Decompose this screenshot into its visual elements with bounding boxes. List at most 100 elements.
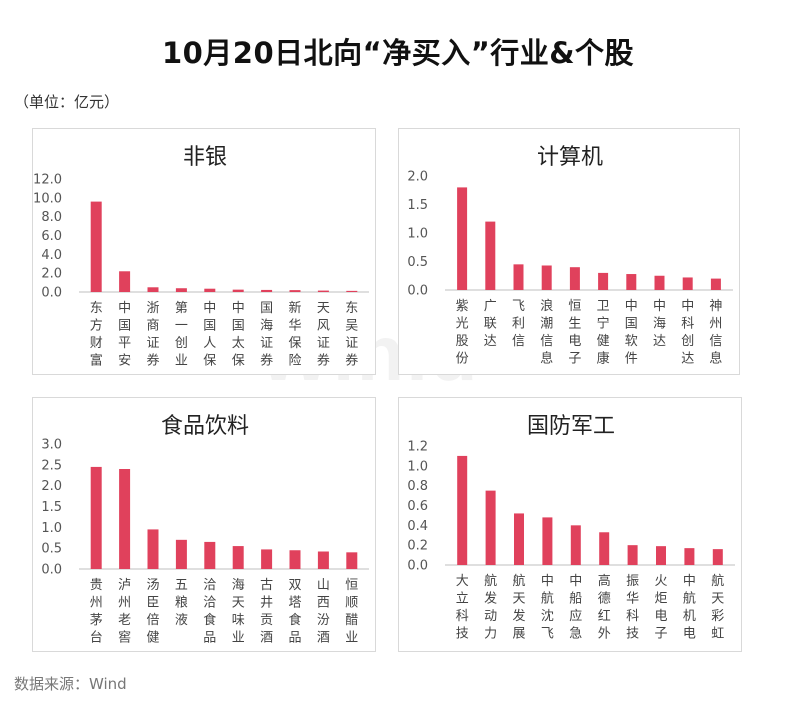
category-label: 振华科技 xyxy=(626,574,639,642)
category-label: 东方财富 xyxy=(90,301,103,369)
source-note: 数据来源：Wind xyxy=(14,675,127,693)
y-tick-label: 0.6 xyxy=(407,499,428,514)
chart-title: 国防军工 xyxy=(527,414,615,439)
chart-title: 食品饮料 xyxy=(161,414,249,439)
category-label: 洽洽食品 xyxy=(203,578,216,646)
bar xyxy=(232,546,244,569)
chart-title: 计算机 xyxy=(537,145,603,170)
bar xyxy=(712,549,723,565)
category-label: 山西汾酒 xyxy=(317,578,330,646)
y-tick-label: 0.0 xyxy=(41,286,62,301)
bar xyxy=(261,549,273,569)
category-label: 卫宁健康 xyxy=(597,299,610,367)
category-label: 飞利信 xyxy=(512,299,525,349)
page-title: 10月20日北向“净买入”行业&个股 xyxy=(161,36,635,70)
y-tick-label: 1.0 xyxy=(41,521,62,536)
y-tick-label: 12.0 xyxy=(33,173,62,188)
category-label: 新华保险 xyxy=(288,300,301,369)
category-label: 中国太保 xyxy=(232,301,245,369)
category-label: 第一创业 xyxy=(175,301,188,369)
y-tick-label: 6.0 xyxy=(41,229,62,244)
category-label: 汤臣倍健 xyxy=(146,578,159,646)
bar xyxy=(90,466,102,569)
chart-panel-defense: 国防军工 0.0 0.2 0.4 0.6 0.8 1.0 1.2 大立科技 航发动力 航天发展 中航沈… xyxy=(398,397,742,652)
unit-label: （单位：亿元） xyxy=(14,93,120,111)
category-label: 恒顺醋业 xyxy=(345,578,358,646)
bar xyxy=(119,271,131,292)
category-label: 紫光股份 xyxy=(456,299,469,367)
y-tick-label: 4.0 xyxy=(41,248,62,263)
y-tick-label: 0.4 xyxy=(407,519,428,534)
chart-svg: 计算机 0.0 0.5 1.0 1.5 2.0 紫光股份 广联达 飞利信 浪潮信息 恒生电子 卫宁健康… xyxy=(407,145,733,367)
bar xyxy=(147,287,159,292)
category-label: 中国人保 xyxy=(203,301,216,369)
y-tick-label: 1.2 xyxy=(407,440,428,455)
category-label: 天风证券 xyxy=(317,301,330,369)
y-tick-label: 0.0 xyxy=(407,284,428,299)
y-tick-label: 0.2 xyxy=(407,539,428,554)
bar xyxy=(346,552,358,569)
bar xyxy=(457,455,468,565)
category-label: 贵州茅台 xyxy=(90,578,103,646)
bar xyxy=(289,290,301,292)
bar xyxy=(541,265,552,290)
category-label: 大立科技 xyxy=(456,574,469,642)
bar xyxy=(570,525,581,565)
category-label: 广联达 xyxy=(484,299,497,349)
chart-panel-nonbank: 非银 0.0 2.0 4.0 6.0 8.0 10.0 12.0 东方财富 中国平安 浙商证券 第一创… xyxy=(32,128,376,375)
bar xyxy=(175,539,187,569)
category-label: 古井贡酒 xyxy=(260,578,273,646)
category-label: 中海达 xyxy=(653,299,666,349)
category-label: 海天味业 xyxy=(232,578,245,646)
chart-title: 非银 xyxy=(183,145,227,170)
bar xyxy=(513,264,524,290)
category-label: 五粮液 xyxy=(175,578,188,628)
y-tick-label: 1.0 xyxy=(407,459,428,474)
y-tick-label: 0.5 xyxy=(41,542,62,557)
bar xyxy=(119,469,131,569)
bar xyxy=(317,551,329,569)
y-tick-label: 10.0 xyxy=(33,191,62,206)
bar xyxy=(232,289,244,292)
y-tick-label: 1.0 xyxy=(407,227,428,242)
chart-svg: 国防军工 0.0 0.2 0.4 0.6 0.8 1.0 1.2 大立科技 航发动力 航天发展 中航沈… xyxy=(407,414,735,642)
bar xyxy=(90,201,102,292)
bar xyxy=(656,546,666,565)
bar xyxy=(147,529,159,569)
category-label: 东吴证券 xyxy=(345,301,358,369)
category-label: 浙商证券 xyxy=(146,301,159,369)
y-tick-label: 3.0 xyxy=(41,438,62,453)
bar xyxy=(346,290,358,292)
category-label: 双塔食品 xyxy=(288,578,301,646)
category-label: 恒生电子 xyxy=(568,299,581,367)
y-tick-label: 2.0 xyxy=(41,267,62,282)
y-tick-label: 0.0 xyxy=(41,563,62,578)
category-label: 浪潮信息 xyxy=(540,299,553,367)
y-tick-label: 8.0 xyxy=(41,210,62,225)
bar xyxy=(598,272,609,290)
y-tick-label: 1.5 xyxy=(407,198,428,213)
y-tick-label: 2.0 xyxy=(407,170,428,185)
category-label: 中国平安 xyxy=(118,301,131,369)
chart-panel-computer: 计算机 0.0 0.5 1.0 1.5 2.0 紫光股份 广联达 飞利信 浪潮信息 恒生电子 卫宁健康… xyxy=(398,128,740,375)
bar xyxy=(485,490,496,565)
bar xyxy=(627,545,638,565)
category-label: 中船应急 xyxy=(569,574,582,642)
y-tick-label: 1.5 xyxy=(41,500,62,515)
bar xyxy=(626,274,637,290)
y-tick-label: 0.5 xyxy=(407,255,428,270)
bar xyxy=(682,277,693,290)
category-label: 航发动力 xyxy=(484,573,497,642)
y-tick-label: 2.0 xyxy=(41,479,62,494)
chart-svg: 食品饮料 0.0 0.5 1.0 1.5 2.0 2.5 3.0 贵州茅台 泸州老窖 汤臣倍健 五粮液… xyxy=(41,414,369,646)
bar xyxy=(175,288,187,292)
bar xyxy=(684,548,695,565)
bar xyxy=(289,550,301,569)
bar xyxy=(204,288,216,292)
category-label: 火炬电子 xyxy=(654,574,667,642)
bar xyxy=(599,532,610,565)
category-label: 神州信息 xyxy=(709,299,722,367)
bar xyxy=(485,221,496,290)
bar xyxy=(457,187,468,290)
y-tick-label: 2.5 xyxy=(41,458,62,473)
